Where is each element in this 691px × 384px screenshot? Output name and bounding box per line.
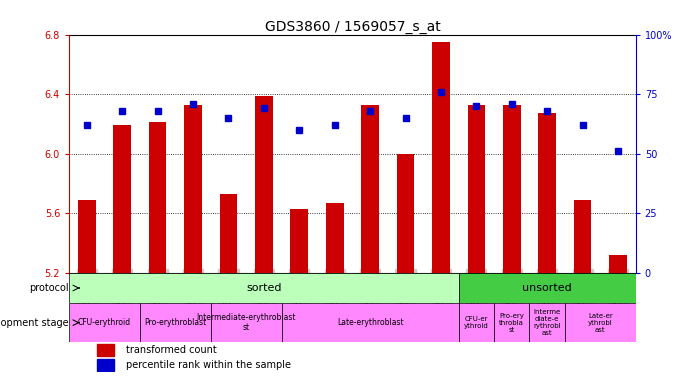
Text: Pro-ery
throbla
st: Pro-ery throbla st (500, 313, 524, 333)
Bar (69, 303, 140, 342)
Bar (432, 42, 450, 273)
Bar (459, 273, 636, 303)
Text: percentile rank within the sample: percentile rank within the sample (126, 360, 291, 370)
Text: Interme
diate-e
rythrobl
ast: Interme diate-e rythrobl ast (533, 309, 561, 336)
Bar (503, 104, 520, 273)
Text: development stage: development stage (0, 318, 69, 328)
Bar (149, 122, 167, 273)
Bar (281, 303, 459, 342)
Bar (494, 303, 529, 342)
Text: Intermediate-erythroblast
st: Intermediate-erythroblast st (196, 313, 296, 333)
Text: sorted: sorted (246, 283, 282, 293)
Bar (529, 303, 565, 342)
Bar (113, 126, 131, 273)
Bar (609, 255, 627, 273)
Bar (255, 96, 273, 273)
Bar (290, 209, 308, 273)
Text: CFU-erythroid: CFU-erythroid (78, 318, 131, 327)
Bar (538, 114, 556, 273)
Bar (220, 194, 237, 273)
Bar (468, 104, 485, 273)
Bar (69, 273, 459, 303)
Bar (574, 200, 591, 273)
Text: protocol: protocol (30, 283, 69, 293)
Bar (140, 303, 211, 342)
Bar (97, 359, 115, 371)
Bar (361, 104, 379, 273)
Text: CFU-er
ythroid: CFU-er ythroid (464, 316, 489, 329)
Bar (97, 344, 115, 356)
Bar (78, 200, 95, 273)
Bar (211, 303, 281, 342)
Bar (459, 303, 494, 342)
Text: Late-erythroblast: Late-erythroblast (337, 318, 404, 327)
Bar (565, 303, 636, 342)
Text: Late-er
ythrobl
ast: Late-er ythrobl ast (588, 313, 613, 333)
Bar (397, 154, 415, 273)
Title: GDS3860 / 1569057_s_at: GDS3860 / 1569057_s_at (265, 20, 440, 33)
Text: unsorted: unsorted (522, 283, 572, 293)
Bar (184, 104, 202, 273)
Bar (326, 203, 343, 273)
Text: Pro-erythroblast: Pro-erythroblast (144, 318, 207, 327)
Text: transformed count: transformed count (126, 345, 216, 355)
